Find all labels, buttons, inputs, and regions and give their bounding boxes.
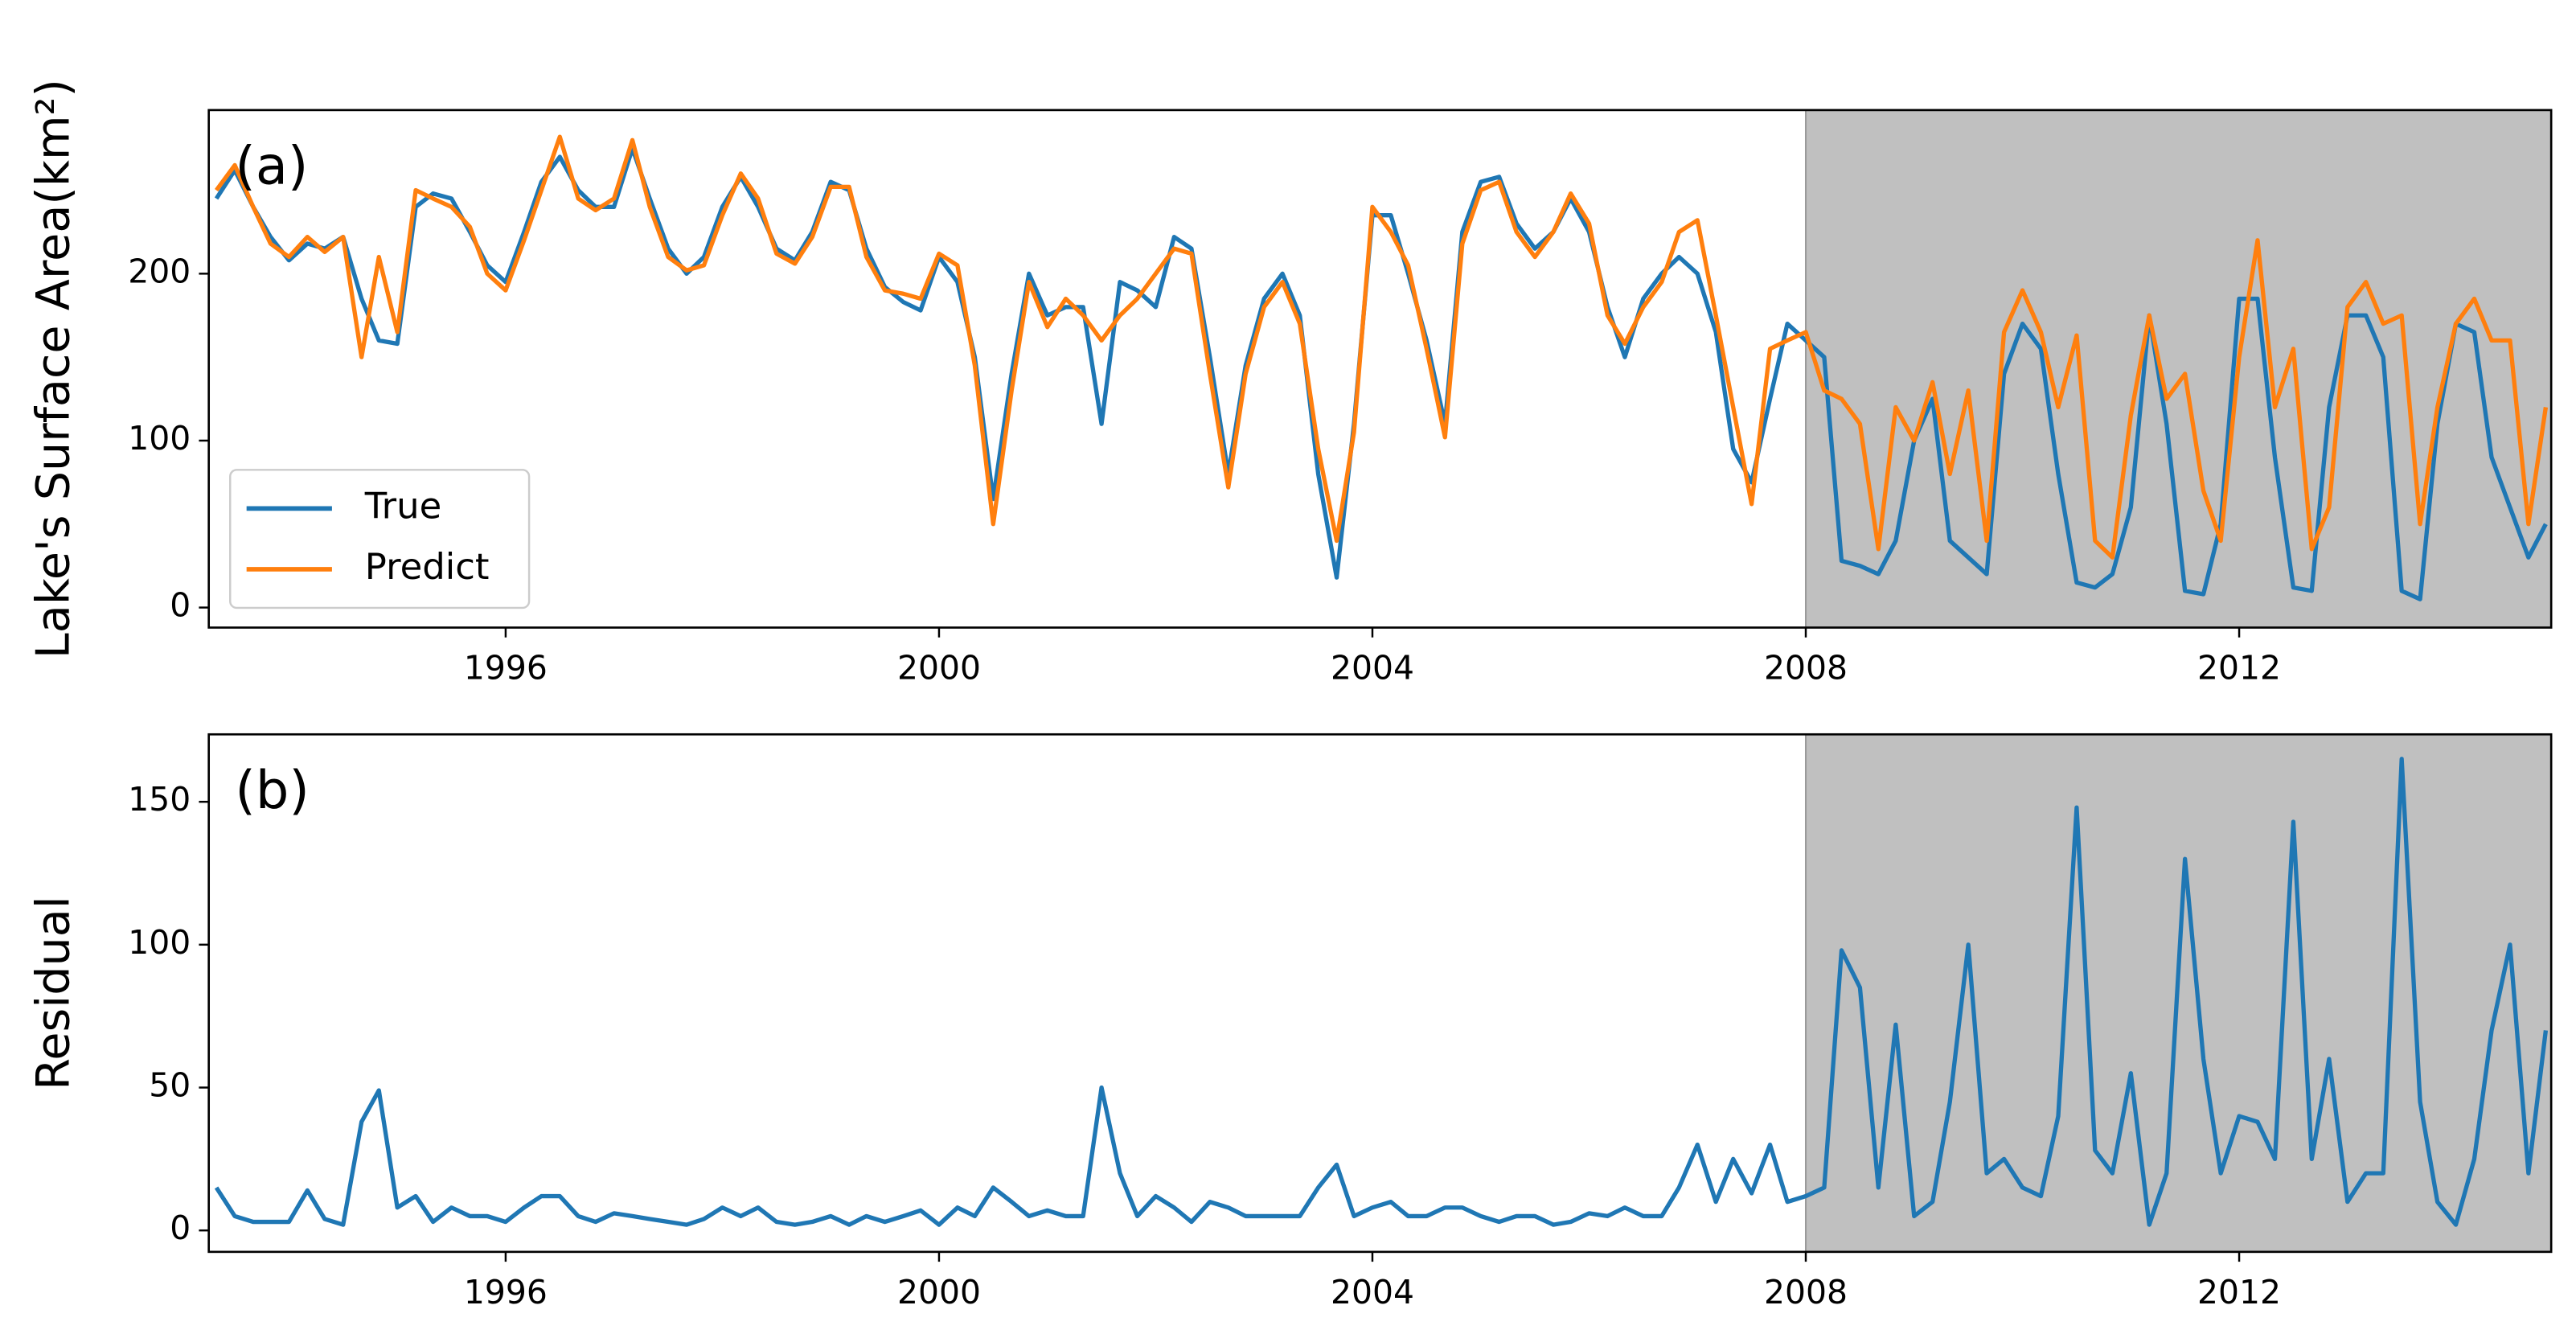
x-tick-label: 2000 [897,649,981,688]
x-tick-label: 2000 [897,1273,981,1311]
x-tick-label: 2012 [2197,649,2281,688]
y-tick-label: 150 [128,780,191,819]
data-line [214,134,2549,560]
x-tick-label: 2004 [1331,649,1414,688]
y-tick-label: 0 [170,1209,191,1247]
y-axis-label: Residual [27,896,80,1090]
y-tick-label: 100 [128,419,191,458]
x-tick-label: 1996 [464,649,548,688]
y-axis-label: Lake's Surface Area(km²) [27,79,80,659]
x-tick-label: 2012 [2197,1273,2281,1311]
y-tick-label: 200 [128,252,191,290]
panel-label: (b) [235,760,310,821]
legend-label: Predict [365,545,490,588]
plot-frame [207,109,2553,629]
legend-box [229,469,531,610]
data-line [214,757,2549,1227]
y-tick-label: 50 [149,1066,191,1105]
x-tick-label: 1996 [464,1273,548,1311]
x-tick-label: 2004 [1331,1273,1414,1311]
plot-frame [207,733,2553,1254]
y-tick-label: 100 [128,923,191,962]
x-tick-label: 2008 [1764,1273,1848,1311]
y-tick-label: 0 [170,586,191,625]
x-tick-label: 2008 [1764,649,1848,688]
panel-label: (a) [235,136,308,197]
legend-label: True [364,484,441,527]
